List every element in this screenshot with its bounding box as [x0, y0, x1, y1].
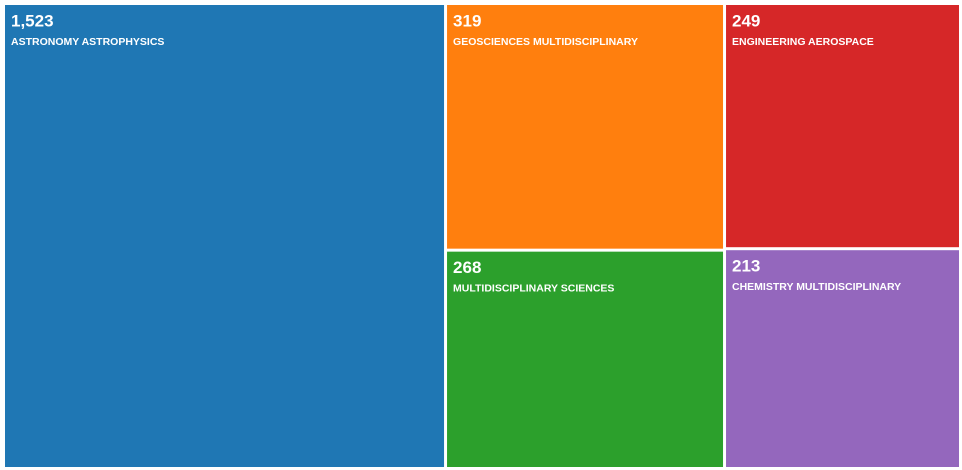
tile: [447, 5, 724, 249]
tile-label: ENGINEERING AEROSPACE: [732, 36, 874, 48]
tile: [726, 5, 959, 248]
tile-label: MULTIDISCIPLINARY SCIENCES: [453, 282, 614, 294]
tile: [447, 251, 724, 467]
tile-value: 319: [453, 11, 481, 30]
tile: [5, 5, 445, 467]
tile-label: ASTRONOMY ASTROPHYSICS: [11, 36, 164, 48]
tile-label: GEOSCIENCES MULTIDISCIPLINARY: [453, 36, 638, 48]
tile: [726, 250, 959, 467]
tile-value: 1,523: [11, 11, 54, 30]
tile-value: 213: [732, 257, 760, 276]
tile-value: 268: [453, 258, 481, 277]
tile-value: 249: [732, 11, 760, 30]
tile-label: CHEMISTRY MULTIDISCIPLINARY: [732, 281, 901, 293]
